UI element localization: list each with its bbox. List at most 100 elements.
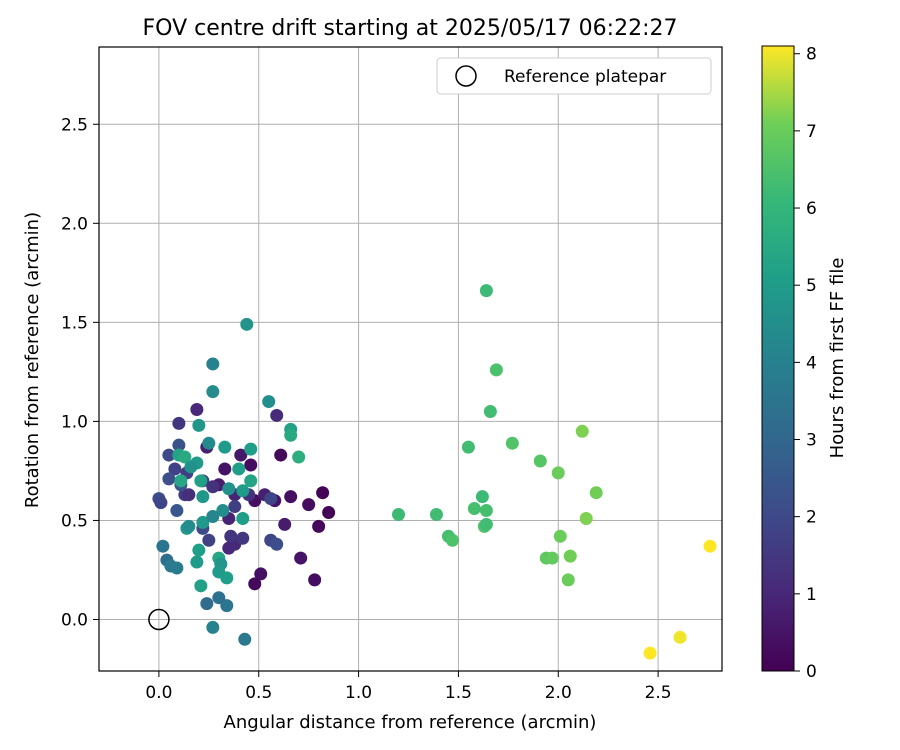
legend-label: Reference platepar: [504, 67, 666, 87]
data-point: [212, 591, 226, 605]
data-point: [162, 472, 176, 486]
x-tick-label: 1.5: [445, 683, 472, 703]
data-point: [703, 539, 717, 553]
data-point: [467, 502, 481, 516]
x-tick-label: 2.0: [545, 683, 572, 703]
data-point: [589, 486, 603, 500]
data-point: [308, 573, 322, 587]
x-tick-label: 2.5: [645, 683, 672, 703]
data-point: [168, 462, 182, 476]
plot-frame: [98, 46, 723, 672]
data-point: [244, 458, 258, 472]
colorbar-tick-label: 7: [806, 122, 817, 142]
x-tick-label: 1.0: [345, 683, 372, 703]
y-tick-label: 1.5: [61, 313, 88, 333]
data-point: [264, 492, 278, 506]
data-point: [182, 519, 196, 533]
data-point: [294, 551, 308, 565]
data-point: [551, 466, 565, 480]
data-point: [545, 551, 559, 565]
data-point: [194, 474, 208, 488]
data-point: [206, 620, 220, 634]
x-tick-label: 0.0: [145, 683, 172, 703]
colorbar-tick-label: 0: [806, 662, 817, 682]
y-tick-label: 0.0: [61, 610, 88, 630]
data-point: [563, 549, 577, 563]
data-point: [489, 363, 503, 377]
data-point: [248, 577, 262, 591]
colorbar-label: Hours from first FF file: [827, 258, 848, 459]
data-point: [218, 462, 232, 476]
data-point: [533, 454, 547, 468]
data-point: [479, 284, 493, 298]
x-tick-label: 0.5: [245, 683, 272, 703]
data-point: [174, 474, 188, 488]
colorbar-tick-label: 5: [806, 276, 817, 296]
chart-title: FOV centre drift starting at 2025/05/17 …: [143, 16, 678, 41]
y-tick-label: 2.0: [61, 214, 88, 234]
data-point: [312, 519, 326, 533]
data-point: [196, 515, 210, 529]
data-point: [232, 462, 246, 476]
y-tick-label: 2.5: [61, 115, 88, 135]
data-point: [479, 504, 493, 518]
data-point: [190, 403, 204, 417]
colorbar-tick-label: 8: [806, 45, 817, 65]
x-axis-label: Angular distance from reference (arcmin): [224, 712, 597, 733]
data-point: [218, 440, 232, 454]
data-point: [475, 490, 489, 504]
data-point: [302, 498, 316, 512]
data-point: [178, 450, 192, 464]
data-point: [170, 561, 184, 575]
data-point: [196, 490, 210, 504]
reference-platepar-marker: [148, 608, 170, 631]
data-point: [172, 438, 186, 452]
data-point: [162, 448, 176, 462]
y-axis-ticks: 0.0 0.5 1.0 1.5 2.0 2.5: [61, 115, 99, 630]
data-point: [284, 490, 298, 504]
y-tick-label: 0.5: [61, 511, 88, 531]
data-point: [483, 404, 497, 418]
colorbar-ticks: 0 1 2 3 4 5 6 7 8: [794, 45, 817, 682]
data-point: [505, 436, 519, 450]
data-point: [575, 424, 589, 438]
data-point: [228, 500, 242, 514]
data-point: [170, 504, 184, 518]
data-point: [673, 630, 687, 644]
data-point: [461, 440, 475, 454]
data-point: [236, 484, 250, 498]
data-point: [200, 597, 214, 611]
data-point: [182, 488, 196, 502]
data-point: [238, 632, 252, 646]
data-point: [206, 509, 220, 523]
colorbar: 0 1 2 3 4 5 6 7 8 Hours from first FF file: [761, 45, 848, 682]
grid: [99, 47, 722, 671]
data-point: [206, 385, 220, 399]
data-point: [216, 504, 230, 518]
data-point: [284, 428, 298, 442]
data-point: [192, 418, 206, 432]
colorbar-tick-label: 3: [806, 431, 817, 451]
data-point: [202, 533, 216, 547]
data-point: [194, 579, 208, 593]
data-point: [222, 541, 236, 555]
data-point: [192, 543, 206, 557]
data-point: [244, 474, 258, 488]
data-point: [172, 416, 186, 430]
data-point: [429, 508, 443, 522]
data-point: [236, 531, 250, 545]
colorbar-tick-label: 2: [806, 508, 817, 528]
data-point: [224, 529, 238, 543]
data-point: [184, 460, 198, 474]
data-point: [156, 539, 170, 553]
y-tick-label: 1.0: [61, 412, 88, 432]
colorbar-tick-label: 6: [806, 199, 817, 219]
data-point: [445, 533, 459, 547]
data-point: [278, 517, 292, 531]
data-point: [254, 567, 268, 581]
data-point: [553, 529, 567, 543]
legend-open-circle-icon: [455, 65, 477, 87]
colorbar-tick-label: 4: [806, 353, 817, 373]
colorbar-tick-label: 1: [806, 585, 817, 605]
y-axis-label: Rotation from reference (arcmin): [22, 212, 43, 508]
